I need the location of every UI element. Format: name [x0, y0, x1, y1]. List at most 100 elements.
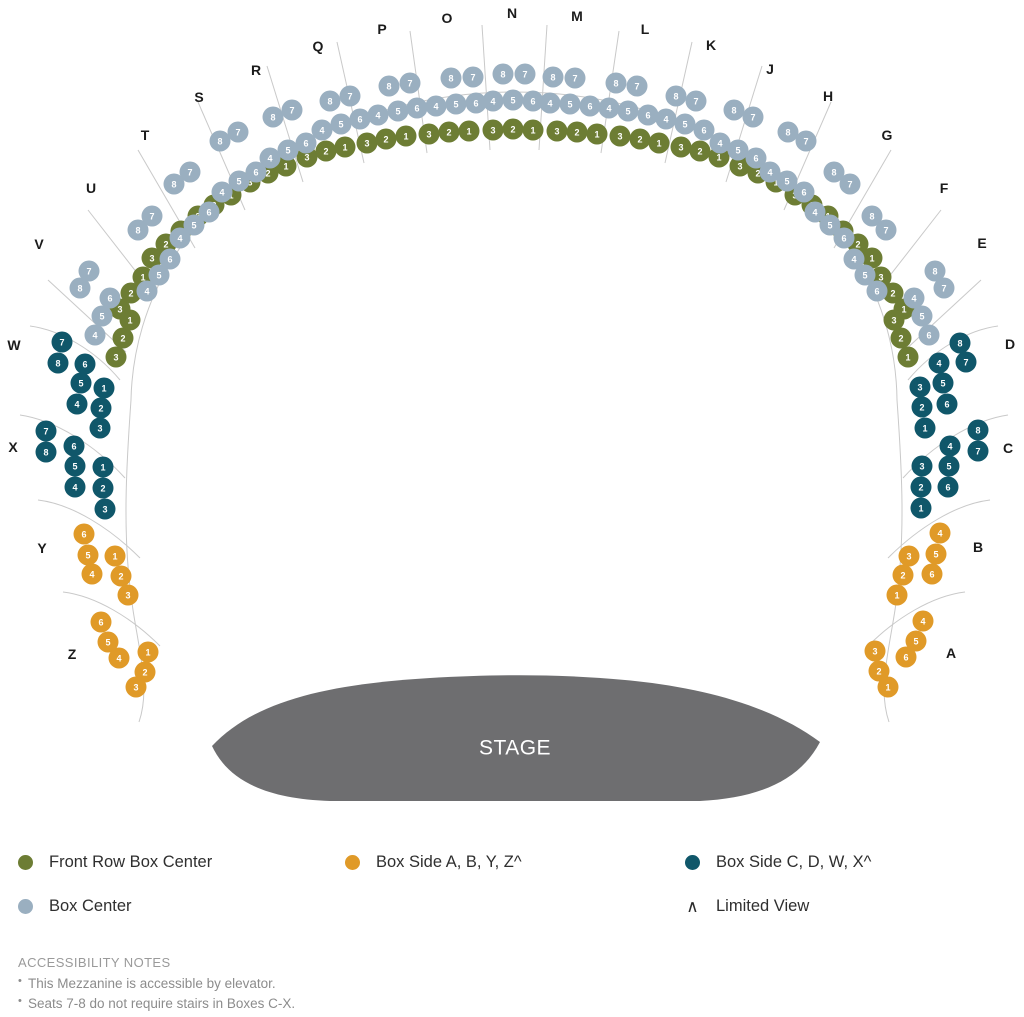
seat-W-3[interactable]: 3	[89, 417, 111, 439]
seat-X-7[interactable]: 7	[35, 420, 57, 442]
seat-Q-2[interactable]: 2	[315, 140, 337, 162]
box-label-E[interactable]: E	[977, 235, 986, 251]
seat-circle[interactable]	[482, 119, 504, 141]
seat-Y-2[interactable]: 2	[110, 565, 132, 587]
seat-circle[interactable]	[445, 93, 467, 115]
seat-circle[interactable]	[81, 563, 103, 585]
seat-circle[interactable]	[895, 646, 917, 668]
seat-F-6[interactable]: 6	[866, 280, 888, 302]
seat-O-3[interactable]: 3	[418, 123, 440, 145]
seat-circle[interactable]	[804, 201, 826, 223]
box-label-D[interactable]: D	[1005, 336, 1015, 352]
seat-L-4[interactable]: 4	[598, 97, 620, 119]
seat-circle[interactable]	[93, 377, 115, 399]
seat-circle[interactable]	[777, 121, 799, 143]
seat-N-1[interactable]: 1	[522, 119, 544, 141]
seat-W-5[interactable]: 5	[70, 372, 92, 394]
seat-circle[interactable]	[910, 497, 932, 519]
seat-circle[interactable]	[77, 544, 99, 566]
seat-circle[interactable]	[319, 90, 341, 112]
seat-Q-5[interactable]: 5	[330, 113, 352, 135]
seat-circle[interactable]	[539, 92, 561, 114]
seat-circle[interactable]	[73, 523, 95, 545]
seat-circle[interactable]	[937, 476, 959, 498]
seat-circle[interactable]	[117, 584, 139, 606]
seat-X-6[interactable]: 6	[63, 435, 85, 457]
seat-circle[interactable]	[914, 417, 936, 439]
seat-K-3[interactable]: 3	[670, 136, 692, 158]
box-label-Q[interactable]: Q	[313, 38, 324, 54]
seat-W-1[interactable]: 1	[93, 377, 115, 399]
seat-circle[interactable]	[211, 181, 233, 203]
seat-circle[interactable]	[609, 125, 631, 147]
seat-circle[interactable]	[97, 631, 119, 653]
seat-circle[interactable]	[367, 104, 389, 126]
seat-circle[interactable]	[936, 393, 958, 415]
seat-circle[interactable]	[259, 147, 281, 169]
box-label-L[interactable]: L	[641, 21, 650, 37]
seat-circle[interactable]	[395, 125, 417, 147]
box-label-A[interactable]: A	[946, 645, 956, 661]
box-label-R[interactable]: R	[251, 62, 261, 78]
seat-circle[interactable]	[440, 67, 462, 89]
seat-N-7[interactable]: 7	[514, 63, 536, 85]
box-label-V[interactable]: V	[34, 236, 44, 252]
seat-circle[interactable]	[886, 584, 908, 606]
seat-O-4[interactable]: 4	[425, 95, 447, 117]
seat-P-6[interactable]: 6	[406, 97, 428, 119]
seat-L-8[interactable]: 8	[605, 72, 627, 94]
seat-L-5[interactable]: 5	[617, 100, 639, 122]
seat-circle[interactable]	[559, 93, 581, 115]
seat-O-5[interactable]: 5	[445, 93, 467, 115]
seat-circle[interactable]	[693, 119, 715, 141]
seat-circle[interactable]	[833, 227, 855, 249]
seat-circle[interactable]	[727, 139, 749, 161]
seat-W-6[interactable]: 6	[74, 353, 96, 375]
box-label-H[interactable]: H	[823, 88, 833, 104]
seat-circle[interactable]	[198, 201, 220, 223]
seat-B-3[interactable]: 3	[898, 545, 920, 567]
seat-K-4[interactable]: 4	[655, 108, 677, 130]
seat-circle[interactable]	[89, 417, 111, 439]
seat-H-8[interactable]: 8	[777, 121, 799, 143]
seat-N-5[interactable]: 5	[502, 89, 524, 111]
seat-circle[interactable]	[566, 121, 588, 143]
seat-circle[interactable]	[104, 545, 126, 567]
seat-circle[interactable]	[598, 97, 620, 119]
seat-circle[interactable]	[295, 132, 317, 154]
seat-circle[interactable]	[179, 161, 201, 183]
seat-K-5[interactable]: 5	[674, 113, 696, 135]
box-label-Z[interactable]: Z	[68, 646, 77, 662]
box-label-M[interactable]: M	[571, 8, 583, 24]
seat-circle[interactable]	[406, 97, 428, 119]
seat-circle[interactable]	[905, 630, 927, 652]
seat-circle[interactable]	[120, 282, 142, 304]
seat-T-7[interactable]: 7	[179, 161, 201, 183]
seat-circle[interactable]	[69, 277, 91, 299]
seat-K-2[interactable]: 2	[689, 140, 711, 162]
box-label-J[interactable]: J	[766, 61, 774, 77]
seat-M-4[interactable]: 4	[539, 92, 561, 114]
seat-D-4[interactable]: 4	[928, 352, 950, 374]
seat-circle[interactable]	[866, 280, 888, 302]
seat-X-5[interactable]: 5	[64, 455, 86, 477]
seat-circle[interactable]	[898, 545, 920, 567]
seat-S-8[interactable]: 8	[209, 130, 231, 152]
seat-circle[interactable]	[729, 155, 751, 177]
seat-circle[interactable]	[564, 67, 586, 89]
legend-item[interactable]: ∧ Limited View	[685, 884, 1015, 928]
seat-circle[interactable]	[169, 227, 191, 249]
seat-circle[interactable]	[425, 95, 447, 117]
seat-circle[interactable]	[105, 346, 127, 368]
seat-Q-1[interactable]: 1	[334, 136, 356, 158]
seat-R-5[interactable]: 5	[277, 139, 299, 161]
seat-U-7[interactable]: 7	[141, 205, 163, 227]
seat-circle[interactable]	[375, 128, 397, 150]
seat-D-8[interactable]: 8	[949, 332, 971, 354]
seat-M-6[interactable]: 6	[579, 95, 601, 117]
seat-circle[interactable]	[94, 498, 116, 520]
seat-A-1[interactable]: 1	[877, 676, 899, 698]
seat-N-8[interactable]: 8	[492, 63, 514, 85]
seat-circle[interactable]	[141, 247, 163, 269]
seat-N-2[interactable]: 2	[502, 118, 524, 140]
